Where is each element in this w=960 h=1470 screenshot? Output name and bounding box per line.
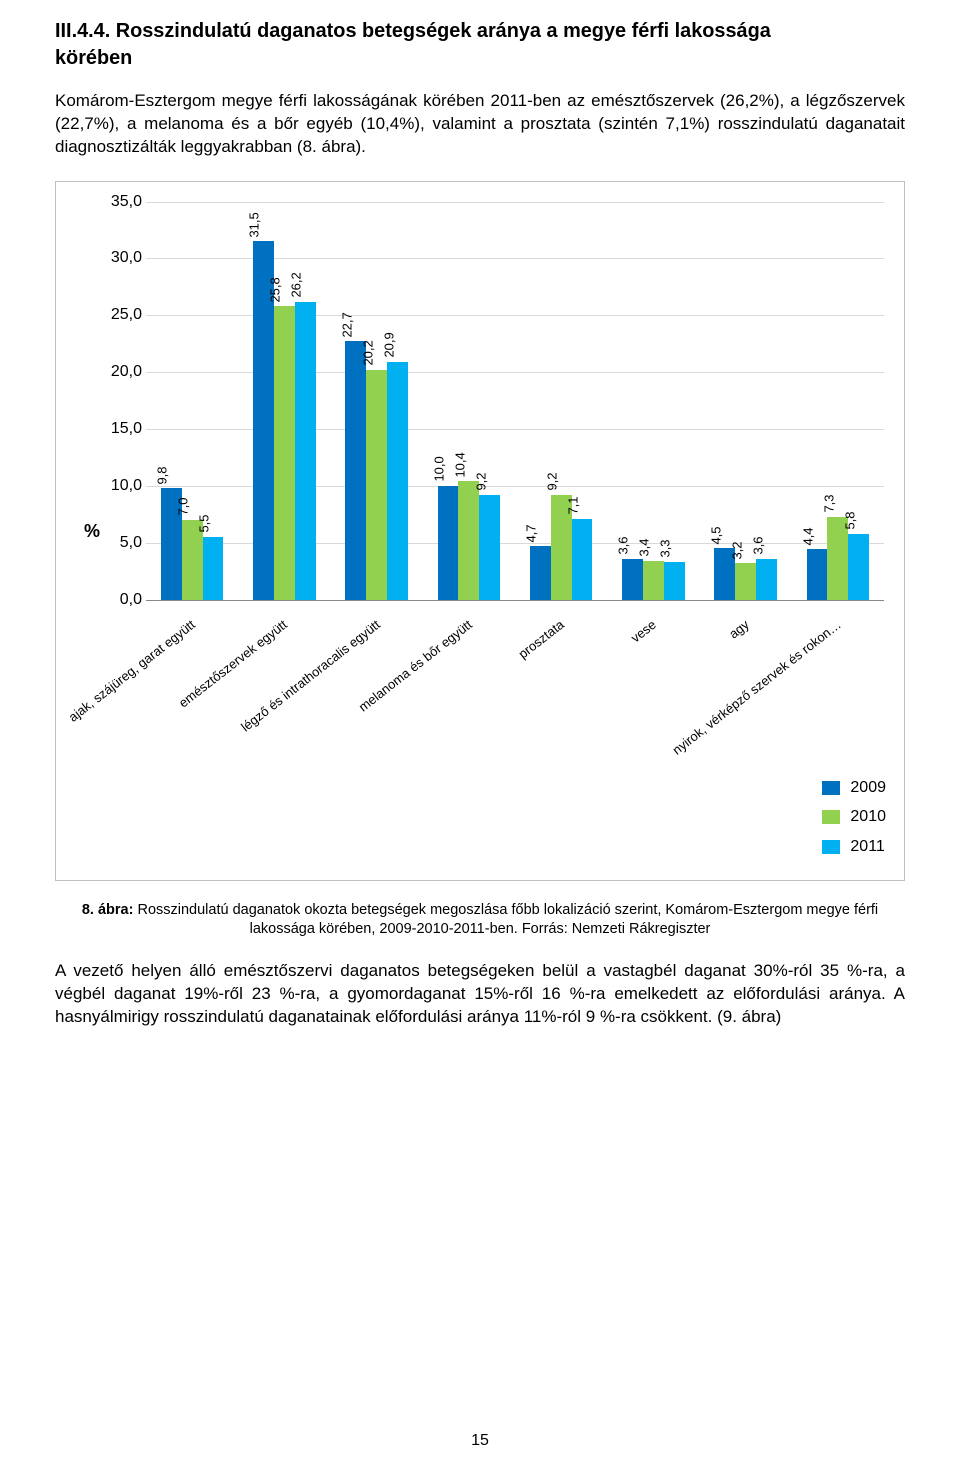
bar-value-label: 3,4 (636, 539, 654, 557)
x-category-label: ajak, szájüreg, garat együtt (65, 616, 199, 726)
figure-caption: 8. ábra: Rosszindulatú daganatok okozta … (65, 901, 895, 940)
bar (203, 537, 224, 600)
gridline (146, 202, 884, 203)
legend-swatch (822, 781, 840, 795)
bar (807, 549, 828, 599)
bar-value-label: 9,2 (472, 473, 490, 491)
legend-swatch (822, 840, 840, 854)
bar-value-label: 10,0 (430, 456, 448, 481)
bar-value-label: 20,9 (380, 333, 398, 358)
legend-label: 2011 (850, 836, 884, 858)
section-title: III.4.4. Rosszindulatú daganatos betegsé… (55, 18, 905, 72)
bar-value-label: 7,3 (820, 494, 838, 512)
x-category-label: prosztata (515, 616, 568, 663)
bar (664, 562, 685, 600)
bar (848, 534, 869, 600)
y-tick: 0,0 (106, 589, 142, 611)
x-category-label: agy (725, 616, 752, 643)
bar (458, 481, 479, 599)
bar (366, 370, 387, 600)
bar-value-label: 7,1 (564, 497, 582, 515)
caption-label: 8. ábra: (82, 902, 134, 918)
legend-item: 2009 (822, 777, 886, 799)
paragraph-1: Komárom-Esztergom megye férfi lakosságán… (55, 90, 905, 159)
bar-value-label: 31,5 (246, 212, 264, 237)
y-tick: 25,0 (106, 304, 142, 326)
legend-item: 2011 (822, 836, 886, 858)
caption-text: Rosszindulatú daganatok okozta betegsége… (133, 902, 878, 938)
y-tick: 20,0 (106, 361, 142, 383)
bar-value-label: 4,7 (523, 524, 541, 542)
bar-value-label: 5,8 (841, 511, 859, 529)
bar-value-label: 9,8 (154, 466, 172, 484)
bar (735, 563, 756, 599)
bar-value-label: 5,5 (195, 515, 213, 533)
bar (622, 559, 643, 600)
bar-value-label: 25,8 (267, 277, 285, 302)
paragraph-2: A vezető helyen álló emésztőszervi dagan… (55, 960, 905, 1029)
x-category-label: nyirok, vérképző szervek és rokon… (669, 616, 845, 759)
bar (438, 486, 459, 600)
bar (387, 362, 408, 600)
bar-value-label: 3,6 (615, 537, 633, 555)
bar (479, 495, 500, 600)
bar (530, 546, 551, 599)
bar-value-label: 10,4 (451, 452, 469, 477)
bar (643, 561, 664, 600)
bar-value-label: 4,4 (799, 527, 817, 545)
bar (274, 306, 295, 599)
bar-value-label: 9,2 (544, 473, 562, 491)
x-category-label: vese (628, 616, 660, 647)
legend: 2009 2010 2011 (822, 769, 886, 858)
bar-value-label: 3,2 (728, 541, 746, 559)
y-tick: 15,0 (106, 418, 142, 440)
y-tick: 10,0 (106, 475, 142, 497)
legend-swatch (822, 810, 840, 824)
bar-value-label: 3,3 (657, 540, 675, 558)
bar-value-label: 22,7 (338, 312, 356, 337)
bar (345, 341, 366, 599)
bar-value-label: 7,0 (175, 498, 193, 516)
bar-value-label: 4,5 (707, 526, 725, 544)
legend-item: 2010 (822, 806, 886, 828)
bar (756, 559, 777, 600)
page-number: 15 (55, 1430, 905, 1452)
bar-chart: % 0,0 5,0 10,0 15,0 20,0 25,0 30,0 35,0 9,87,05,5… (55, 181, 905, 881)
legend-label: 2009 (850, 777, 886, 799)
bar-value-label: 3,6 (749, 537, 767, 555)
y-tick: 35,0 (106, 191, 142, 213)
y-tick: 5,0 (106, 532, 142, 554)
gridline (146, 600, 884, 601)
bar-value-label: 20,2 (359, 341, 377, 366)
legend-label: 2010 (850, 806, 886, 828)
y-axis-label: % (84, 518, 100, 542)
bar (295, 302, 316, 600)
y-tick: 30,0 (106, 248, 142, 270)
bar (572, 519, 593, 600)
bar-value-label: 26,2 (288, 272, 306, 297)
